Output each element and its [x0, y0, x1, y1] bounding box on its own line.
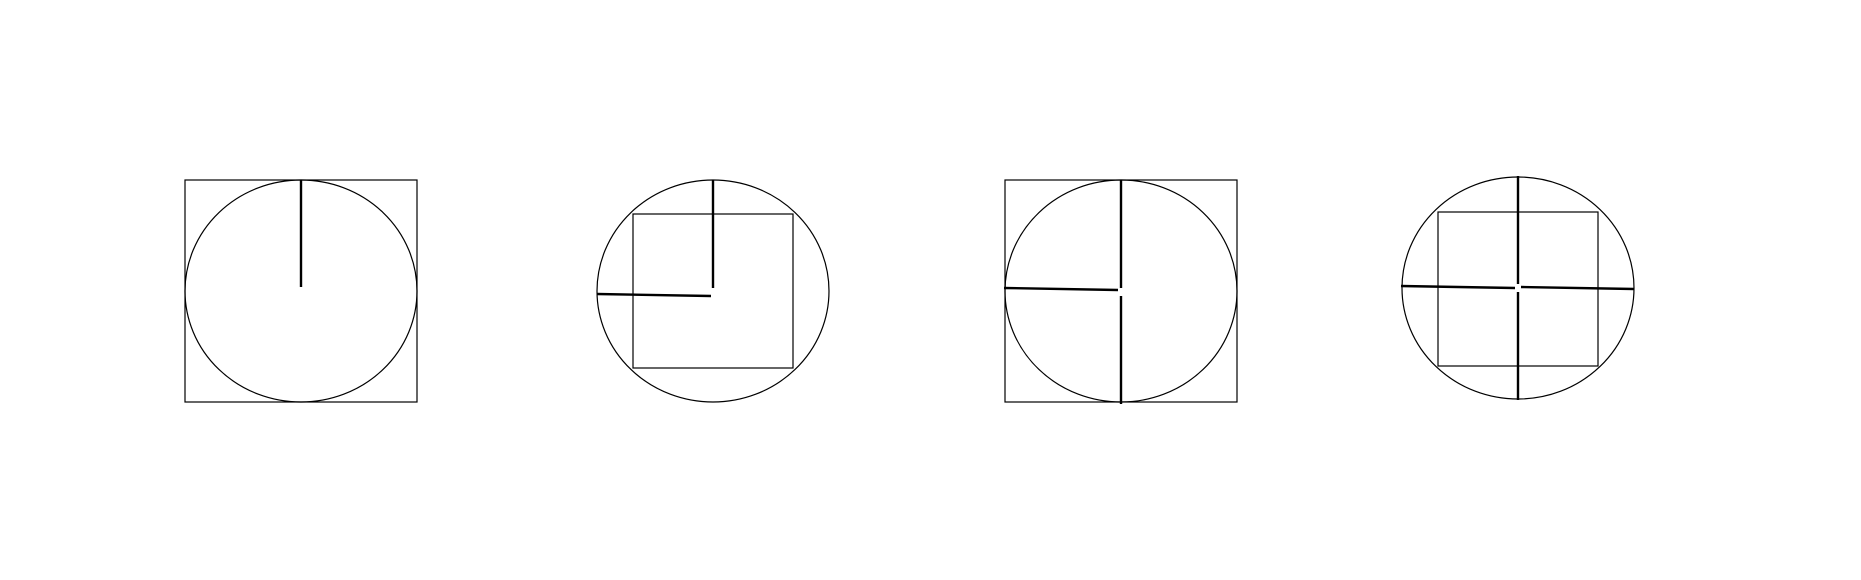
figure-2-line-left: [596, 292, 712, 298]
figure-3-line-left: [1003, 286, 1119, 292]
figure-1: [184, 179, 418, 403]
figure-3: [1003, 179, 1238, 404]
figure-2: [596, 179, 830, 403]
figure-4-line-right: [1520, 285, 1635, 291]
figure-4-line-left: [1400, 284, 1516, 290]
figure-4: [1400, 176, 1635, 400]
